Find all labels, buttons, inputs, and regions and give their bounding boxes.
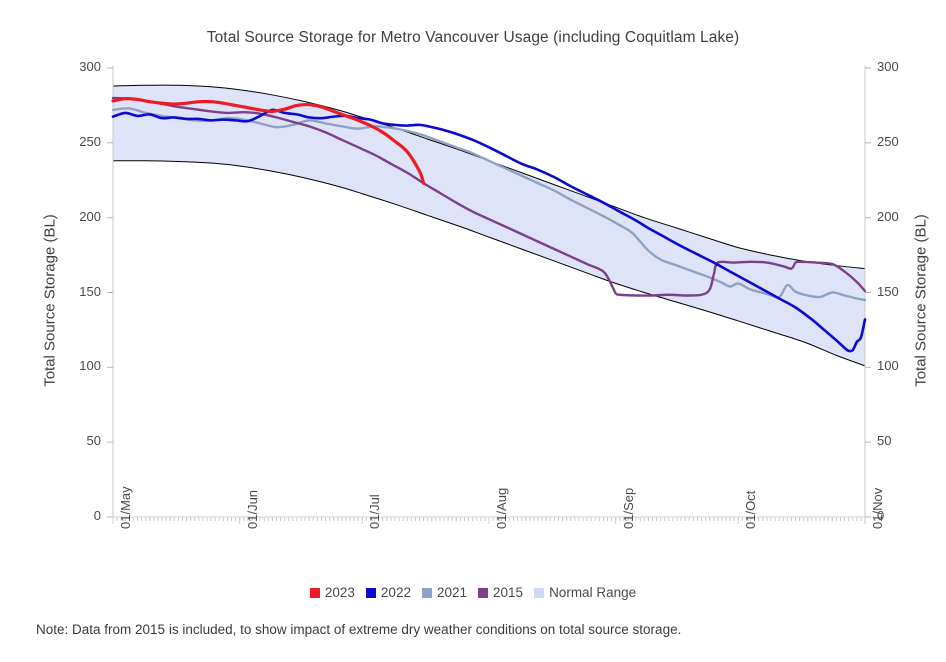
y-tick-label-right: 0	[877, 508, 885, 523]
y-tick-label-left: 100	[79, 358, 101, 374]
x-tick-label-01-Sep: 01/Sep	[620, 487, 636, 529]
y-tick-label-left: 200	[79, 208, 101, 224]
x-tick-label-01-May: 01/May	[118, 486, 133, 529]
y-axis-title-left: Total Source Storage (BL)	[41, 214, 59, 387]
legend-swatch-icon	[365, 587, 376, 598]
legend-item-2022[interactable]: 2022	[365, 585, 411, 600]
legend-item-2023[interactable]: 2023	[309, 585, 355, 600]
normal-range-band	[113, 85, 865, 366]
legend-label: Normal Range	[549, 585, 637, 600]
x-tick-label-01-Aug: 01/Aug	[494, 487, 509, 529]
y-tick-label-left: 0	[93, 508, 101, 523]
series-line-2023	[111, 97, 426, 185]
legend-swatch-icon	[309, 587, 320, 598]
legend-swatch-icon	[534, 587, 545, 598]
y-tick-label-left: 150	[79, 283, 101, 299]
legend-swatch-icon	[478, 587, 489, 598]
y-tick-label-right: 200	[877, 208, 899, 224]
legend-item-2015[interactable]: 2015	[478, 585, 523, 600]
y-tick-label-left: 300	[79, 59, 101, 74]
legend-label: 2023	[324, 585, 355, 600]
legend-swatch-icon	[421, 587, 432, 598]
y-tick-label-right: 50	[877, 433, 892, 449]
page-title: Total Source Storage for Metro Vancouver…	[206, 29, 740, 46]
y-tick-label-right: 300	[877, 59, 899, 74]
chart-legend: 2023 2022 2021 2015 Normal Range	[0, 585, 946, 600]
legend-label: 2015	[493, 585, 524, 600]
x-tick-label-01-Jul: 01/Jul	[367, 494, 383, 529]
series-line-2022	[111, 108, 867, 353]
legend-item-normal-range[interactable]: Normal Range	[534, 585, 636, 600]
normal-range-lower-edge	[112, 160, 866, 367]
y-tick-label-right: 150	[877, 283, 899, 299]
chart-note: Note: Data from 2015 is included, to sho…	[36, 622, 682, 637]
x-tick-label-01-Jun: 01/Jun	[244, 489, 260, 529]
y-tick-label-right: 100	[877, 358, 899, 374]
legend-label: 2021	[436, 585, 468, 600]
series-line-2015	[111, 96, 867, 297]
series-line-2021	[111, 107, 867, 302]
y-tick-label-left: 250	[79, 133, 101, 149]
legend-label: 2022	[380, 585, 411, 600]
y-tick-label-left: 50	[86, 433, 101, 449]
y-tick-label-right: 250	[877, 133, 899, 149]
legend-item-2021[interactable]: 2021	[421, 585, 468, 600]
x-tick-label-01-Nov: 01/Nov	[870, 487, 885, 529]
x-tick-label-01-Oct: 01/Oct	[743, 490, 759, 529]
